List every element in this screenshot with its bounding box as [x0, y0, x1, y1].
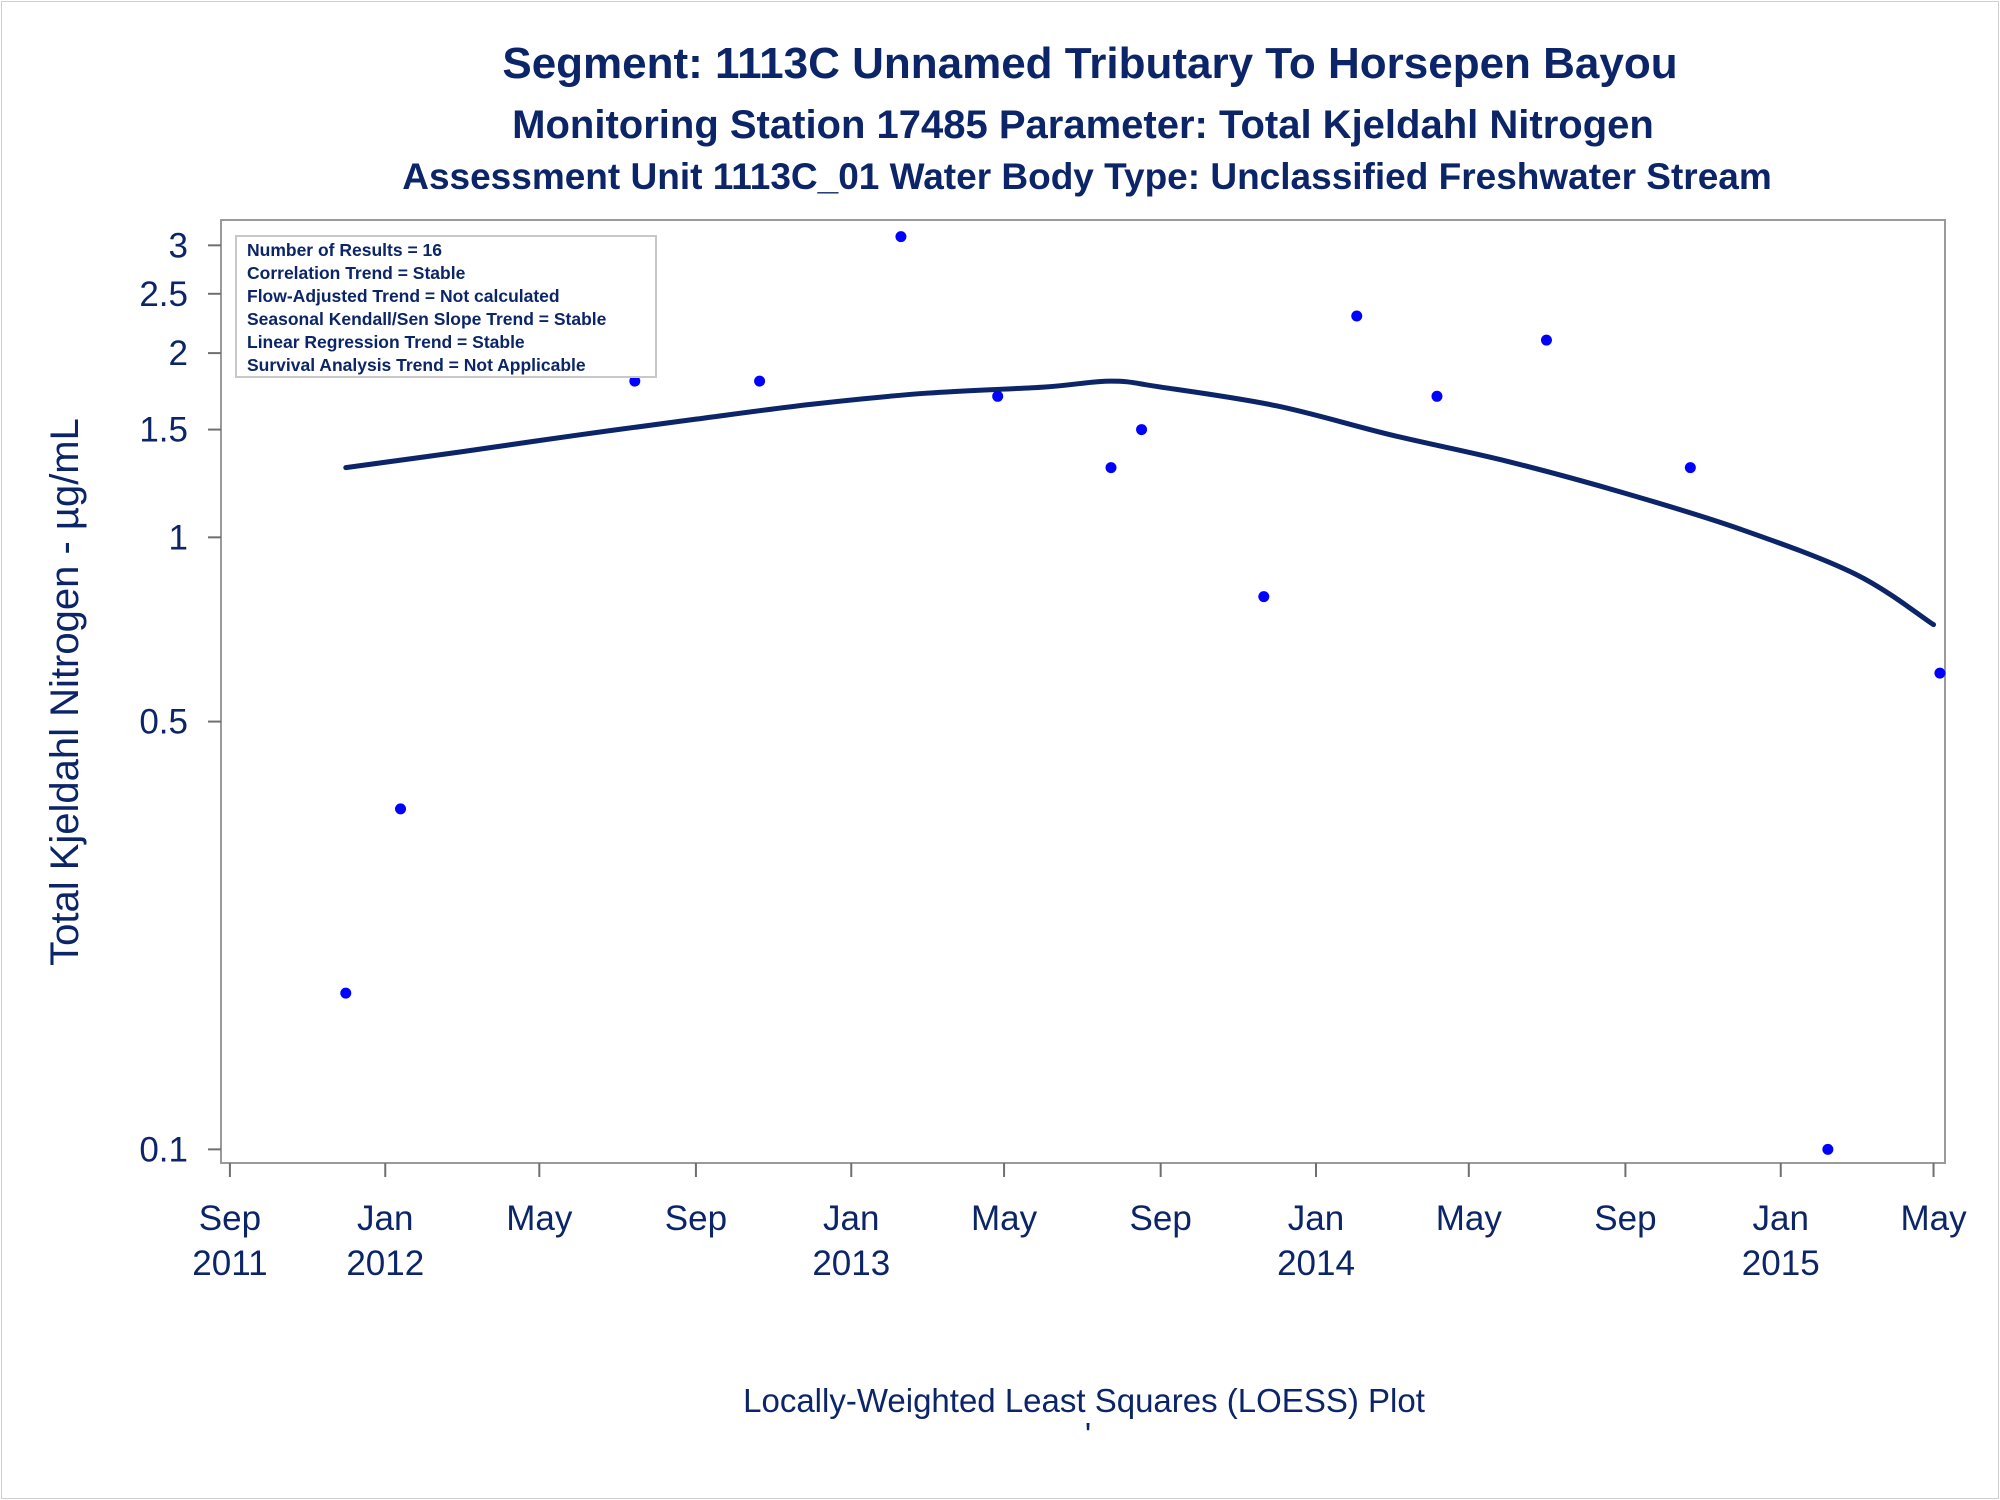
data-point: [1258, 591, 1270, 603]
chart-subtitle: Monitoring Station 17485 Parameter: Tota…: [512, 103, 1654, 147]
data-point: [1540, 334, 1552, 346]
data-point: [1105, 462, 1117, 474]
x-tick-label-month: Sep: [665, 1199, 727, 1238]
y-tick-label: 3: [169, 226, 188, 265]
x-axis-label: Locally-Weighted Least Squares (LOESS) P…: [743, 1382, 1425, 1419]
x-tick-label-year: 2014: [1277, 1244, 1355, 1283]
points-layer: [340, 231, 1946, 1155]
x-tick-label-month: Sep: [1594, 1199, 1656, 1238]
chart-subtitle-2: Assessment Unit 1113C_01 Water Body Type…: [402, 156, 1772, 197]
loess-layer: [343, 378, 1937, 628]
data-point: [395, 803, 407, 815]
loess-curve: [343, 378, 1937, 628]
footnote: ': [1085, 1416, 1091, 1453]
legend-line: Seasonal Kendall/Sen Slope Trend = Stabl…: [247, 309, 607, 329]
stats-legend: Number of Results = 16 Correlation Trend…: [235, 235, 657, 378]
data-point: [1822, 1143, 1834, 1155]
x-tick-label-month: May: [1900, 1199, 1967, 1238]
legend-line: Flow-Adjusted Trend = Not calculated: [247, 286, 560, 306]
x-tick-label-month: Jan: [1753, 1199, 1809, 1238]
data-point: [1934, 667, 1946, 679]
x-tick-label-year: 2013: [812, 1244, 890, 1283]
x-axis: Sep 2011 Jan 2012 May Sep Jan 2013 May Sep Jan 2014…: [192, 1163, 1967, 1283]
stats-legend-box: [235, 235, 657, 378]
data-point: [1684, 462, 1696, 474]
chart-title: Segment: 1113C Unnamed Tributary To Hors…: [502, 39, 1677, 88]
plot-area: [220, 219, 1946, 1164]
data-point: [629, 375, 641, 387]
x-tick-label-month: Jan: [357, 1199, 413, 1238]
x-tick-label-month: Jan: [1288, 1199, 1344, 1238]
y-tick-label: 1: [169, 518, 188, 557]
x-tick-label-month: May: [506, 1199, 573, 1238]
y-tick-label: 2: [169, 334, 188, 373]
y-tick-label: 0.5: [139, 703, 188, 742]
x-tick-label-month: Jan: [823, 1199, 879, 1238]
data-point: [340, 987, 352, 999]
x-tick-label-month: Sep: [1130, 1199, 1192, 1238]
legend-line: Survival Analysis Trend = Not Applicable: [247, 355, 586, 375]
data-point: [992, 390, 1004, 402]
x-tick-label-month: Sep: [199, 1199, 261, 1238]
x-tick-label-year: 2012: [346, 1244, 424, 1283]
data-point: [895, 231, 907, 243]
x-tick-label-year: 2011: [192, 1244, 267, 1283]
y-axis: 3 2.5 2 1.5 1 0.5 0.1: [139, 226, 221, 1169]
y-tick-label: 1.5: [139, 411, 188, 450]
data-point: [754, 375, 766, 387]
x-tick-label-month: May: [1436, 1199, 1503, 1238]
y-tick-label: 0.1: [139, 1130, 188, 1169]
x-tick-label-month: May: [971, 1199, 1038, 1238]
legend-line: Correlation Trend = Stable: [247, 263, 466, 283]
y-tick-label: 2.5: [139, 275, 188, 314]
legend-line: Linear Regression Trend = Stable: [247, 332, 525, 352]
data-point: [1431, 390, 1443, 402]
x-tick-label-year: 2015: [1742, 1244, 1820, 1283]
legend-line: Number of Results = 16: [247, 240, 442, 260]
y-axis-label: Total Kjeldahl Nitrogen - µg/mL: [43, 418, 87, 966]
data-point: [1351, 310, 1363, 322]
data-point: [1136, 424, 1148, 436]
